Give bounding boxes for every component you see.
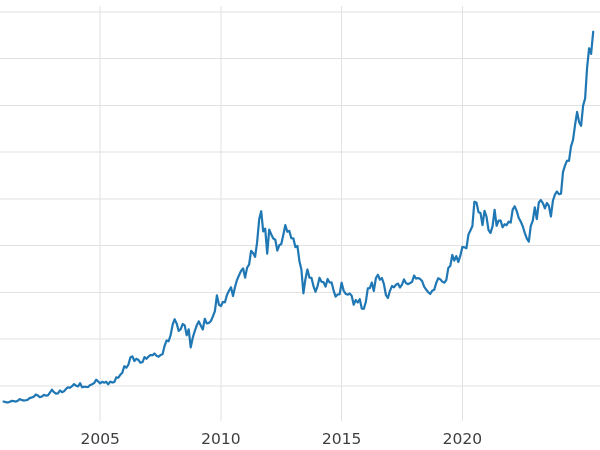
horizontal-gridlines: [0, 11, 600, 387]
x-tick-label: 2015: [322, 430, 361, 448]
x-tick-label: 2005: [80, 430, 119, 448]
x-tick-label: 2010: [201, 430, 240, 448]
price-line-series: [2, 30, 595, 404]
x-axis-tick-labels: 2005 2010 2015 2020: [80, 430, 482, 448]
vertical-gridlines: [99, 6, 463, 421]
x-tick-label: 2020: [443, 430, 482, 448]
